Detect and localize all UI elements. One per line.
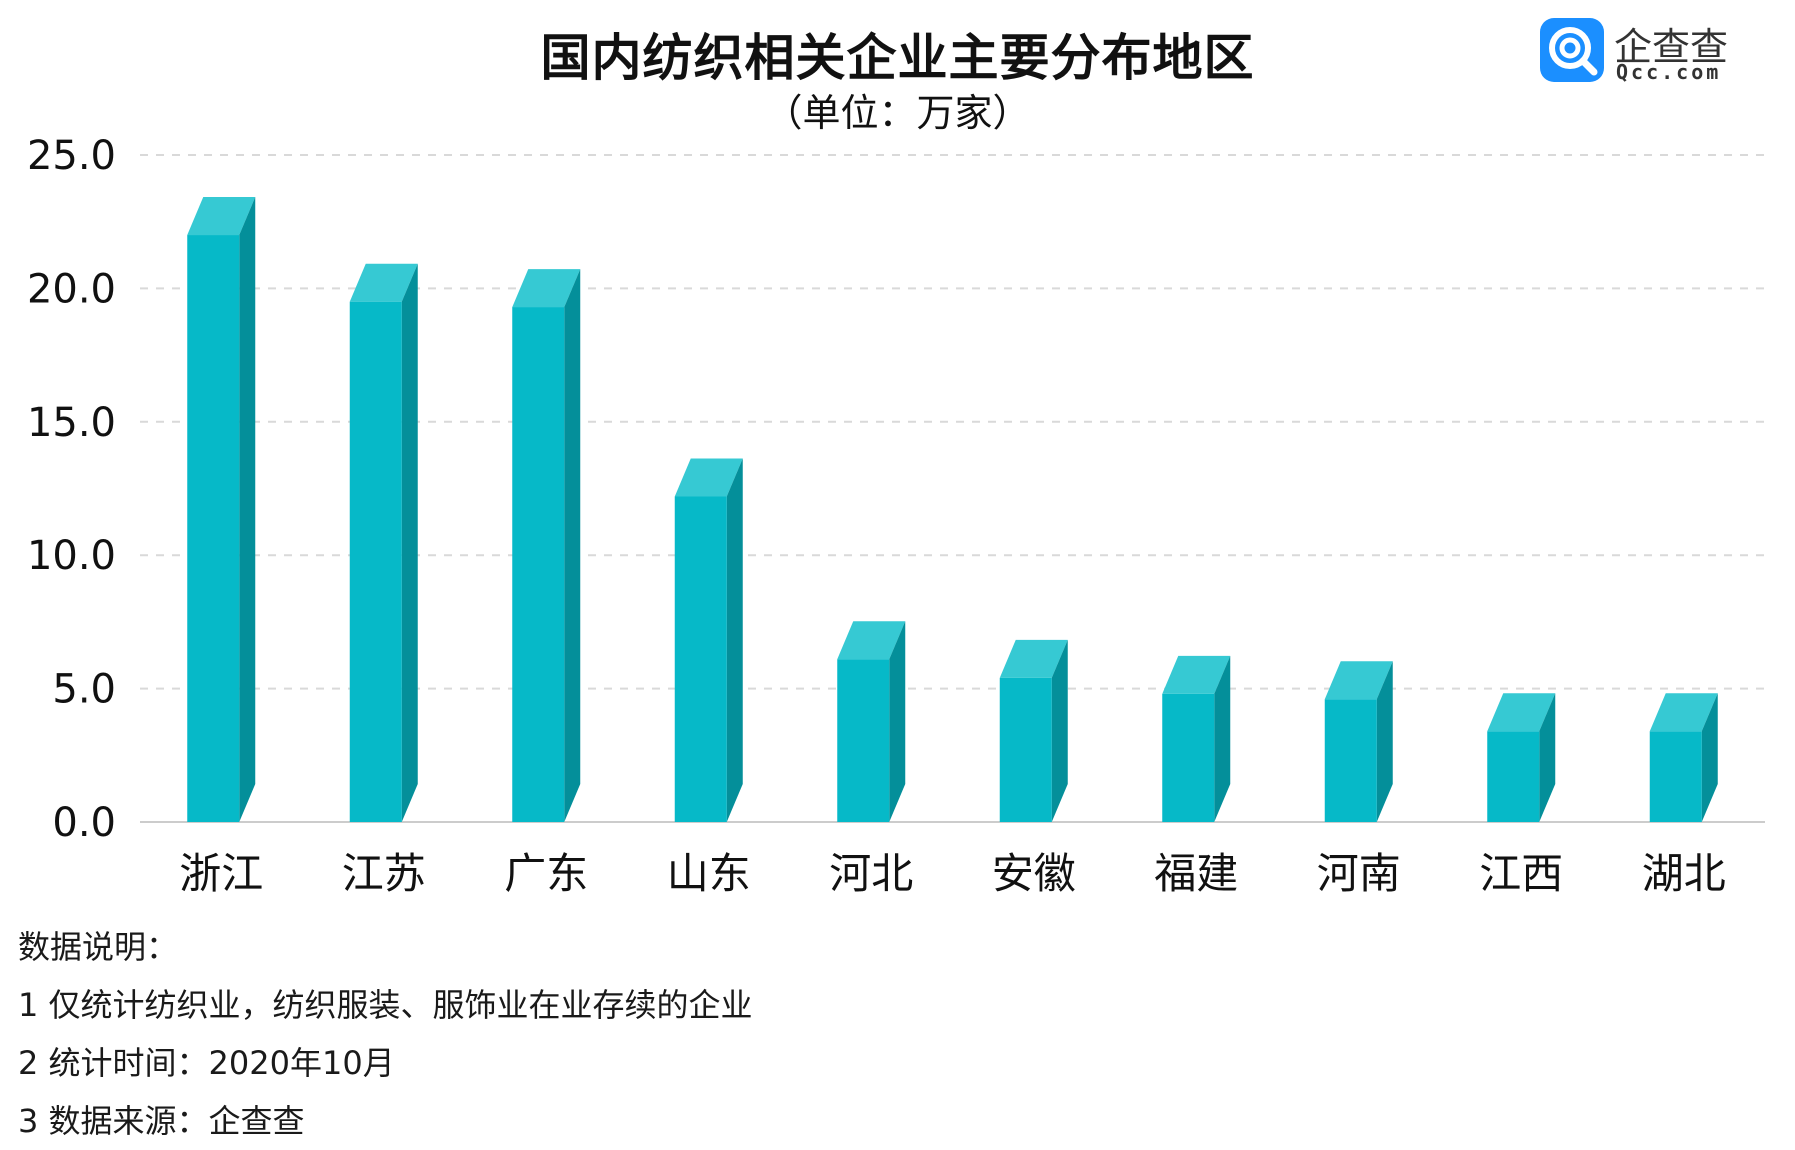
bar-front-face (187, 235, 240, 823)
bar-side-face (1539, 693, 1556, 822)
y-tick-label: 15.0 (27, 400, 116, 446)
bar-side-face (564, 269, 581, 822)
bar-top-face (1324, 661, 1393, 700)
y-axis-ticks: 0.0 5.0 10.0 15.0 20.0 25.0 (27, 133, 116, 846)
x-tick-label: 山东 (667, 849, 751, 898)
x-tick-label: 广东 (504, 849, 588, 898)
bar-top-face (1162, 655, 1231, 694)
bar-front-face (837, 659, 890, 822)
bar-top-face (999, 639, 1068, 678)
bars (187, 197, 1718, 823)
bar-front-face (349, 301, 402, 822)
note-line-3: 3 数据来源：企查查 (18, 1102, 305, 1140)
y-tick-label: 5.0 (52, 667, 116, 713)
bar-江西 (1487, 693, 1556, 822)
bar-side-face (1376, 661, 1393, 822)
x-tick-label: 江西 (1479, 849, 1563, 898)
bar-山东 (674, 458, 743, 822)
x-tick-label: 福建 (1154, 849, 1238, 898)
bar-福建 (1162, 655, 1231, 822)
x-axis-labels: 浙江 江苏 广东 山东 河北 安徽 福建 河南 江西 湖北 (179, 849, 1726, 898)
bar-top-face (674, 458, 743, 497)
bar-top-face (1487, 693, 1556, 732)
bar-side-face (239, 197, 256, 823)
bar-湖北 (1649, 693, 1718, 822)
bar-front-face (1324, 699, 1377, 822)
bar-side-face (1051, 639, 1068, 822)
x-tick-label: 湖北 (1642, 849, 1726, 898)
bar-side-face (401, 263, 418, 822)
y-tick-label: 10.0 (27, 533, 116, 579)
x-tick-label: 安徽 (992, 849, 1076, 898)
bar-front-face (999, 677, 1052, 822)
data-notes: 数据说明： 1 仅统计纺织业，纺织服装、服饰业在业存续的企业 2 统计时间：20… (18, 918, 753, 1150)
bar-河南 (1324, 661, 1393, 822)
x-tick-label: 江苏 (342, 849, 426, 898)
bar-安徽 (999, 639, 1068, 822)
bar-江苏 (349, 263, 418, 822)
bar-front-face (674, 496, 727, 822)
logo-name: 企查查 (1614, 25, 1729, 69)
y-tick-label: 0.0 (52, 800, 116, 846)
bar-top-face (1649, 693, 1718, 732)
qcc-logo-icon (1540, 18, 1604, 82)
y-tick-label: 25.0 (27, 133, 116, 179)
bar-side-face (726, 458, 743, 822)
x-tick-label: 河南 (1317, 849, 1401, 898)
x-tick-label: 河北 (829, 849, 913, 898)
chart-subtitle: （单位：万家） (764, 91, 1031, 135)
qcc-logo: 企查查 Qcc.com (1540, 18, 1785, 84)
bar-front-face (512, 307, 565, 822)
bar-top-face (837, 621, 906, 660)
bar-浙江 (187, 197, 256, 823)
note-line-2: 2 统计时间：2020年10月 (18, 1044, 395, 1082)
chart-title: 国内纺织相关企业主要分布地区 (540, 29, 1255, 87)
y-tick-label: 20.0 (27, 266, 116, 312)
bar-side-face (1214, 655, 1231, 822)
logo-domain: Qcc.com (1616, 60, 1722, 84)
bar-side-face (1701, 693, 1718, 822)
bar-front-face (1162, 693, 1215, 822)
bar-top-face (187, 197, 256, 236)
bar-side-face (889, 621, 906, 822)
x-tick-label: 浙江 (179, 849, 263, 898)
bar-河北 (837, 621, 906, 822)
bar-top-face (349, 263, 418, 302)
bar-top-face (512, 269, 581, 308)
note-line-1: 1 仅统计纺织业，纺织服装、服饰业在业存续的企业 (18, 986, 753, 1024)
bar-front-face (1487, 731, 1540, 822)
bar-front-face (1649, 731, 1702, 822)
notes-heading: 数据说明： (18, 928, 179, 966)
bar-广东 (512, 269, 581, 822)
